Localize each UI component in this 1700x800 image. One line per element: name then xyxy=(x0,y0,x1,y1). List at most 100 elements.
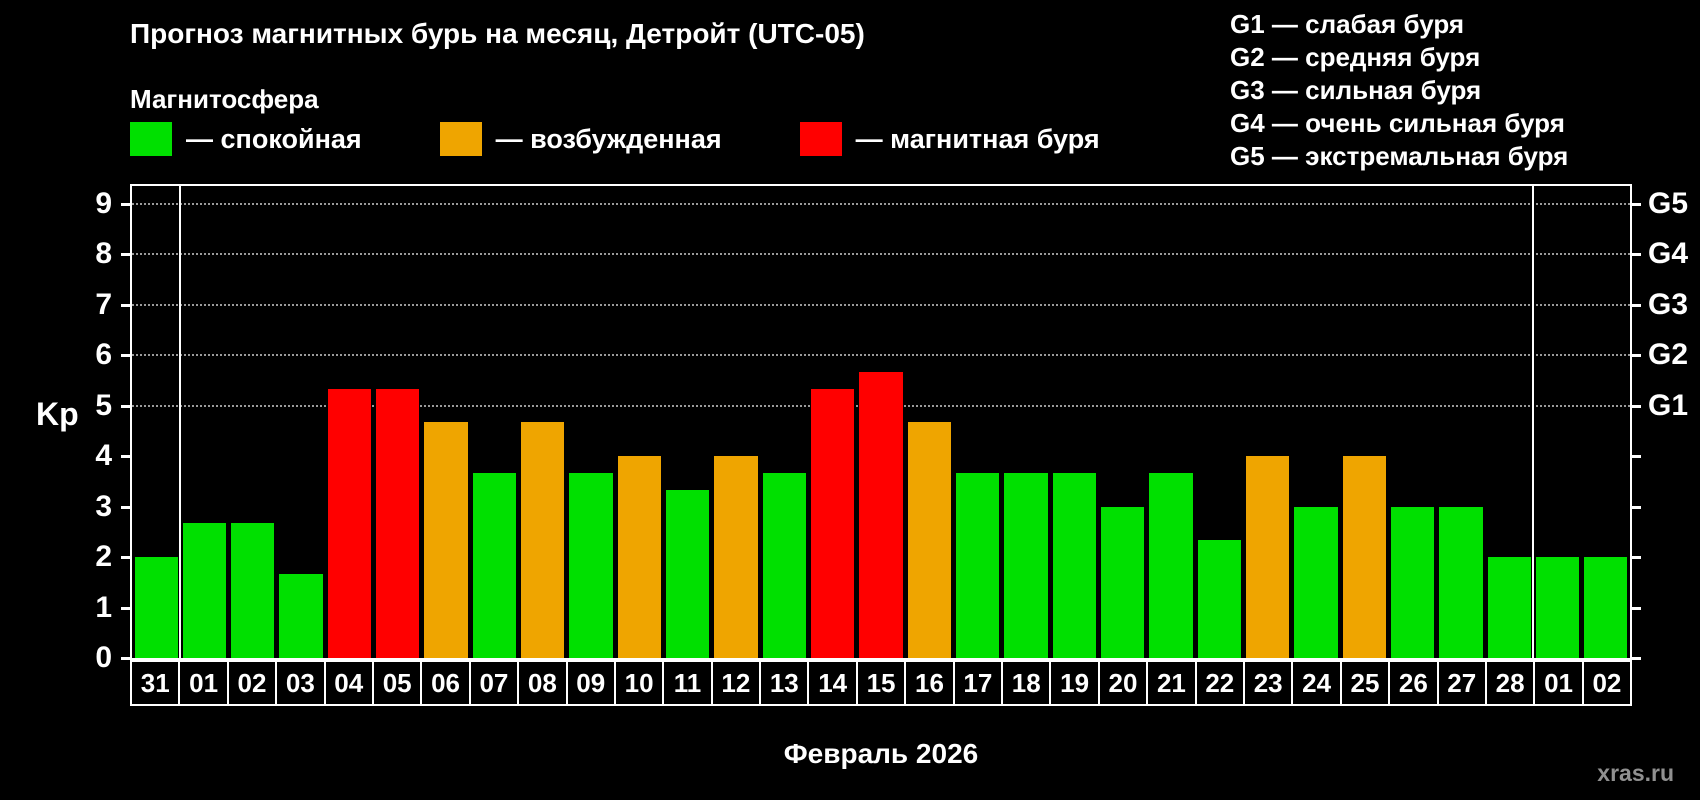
legend-label-quiet: — спокойная xyxy=(186,123,362,154)
bar-day-15 xyxy=(859,371,903,658)
y-tick-mark-right-3 xyxy=(1632,505,1641,509)
g-scale-axis-label-g3: G3 xyxy=(1648,287,1689,321)
y-tick-mark-right-4 xyxy=(1632,455,1641,459)
gridline-kp-7 xyxy=(132,303,1630,306)
y-tick-mark-left-9 xyxy=(121,203,130,206)
storm-color-swatch xyxy=(799,122,842,156)
watermark: xras.ru xyxy=(1597,760,1674,786)
bar-day-01 xyxy=(182,523,227,658)
day-label-29: 01 xyxy=(1535,662,1584,704)
y-tick-mark-left-5 xyxy=(121,404,130,408)
day-label-22: 22 xyxy=(1197,662,1245,704)
month-separator xyxy=(179,186,182,658)
legend-item-quiet: — спокойная xyxy=(130,122,362,156)
day-label-24: 24 xyxy=(1293,662,1342,704)
bar-day-03 xyxy=(279,573,323,658)
y-tick-mark-right-5 xyxy=(1632,404,1641,408)
y-tick-label-6: 6 xyxy=(95,338,112,372)
day-label-28: 28 xyxy=(1487,662,1536,704)
y-tick-label-9: 9 xyxy=(95,187,112,220)
bar-day-08 xyxy=(521,422,565,658)
day-label-3: 03 xyxy=(277,662,326,704)
g-scale-legend-line-g4: G4 — очень сильная буря xyxy=(1230,108,1565,138)
y-tick-mark-right-0 xyxy=(1632,657,1641,660)
y-tick-mark-left-1 xyxy=(121,606,130,610)
day-label-7: 07 xyxy=(471,662,520,704)
y-tick-label-5: 5 xyxy=(95,388,112,422)
bar-day-18 xyxy=(1004,472,1048,658)
bar-day-13 xyxy=(762,472,806,658)
day-label-21: 21 xyxy=(1148,662,1197,704)
bar-day-10 xyxy=(617,456,662,658)
bar-day-12 xyxy=(714,456,758,658)
g-scale-axis-label-g2: G2 xyxy=(1648,338,1689,372)
bar-day-23 xyxy=(1245,456,1290,658)
bar-day-02 xyxy=(1584,557,1628,658)
bar-day-11 xyxy=(666,490,710,658)
bar-day-25 xyxy=(1342,456,1386,658)
bar-day-09 xyxy=(569,472,613,658)
day-label-4: 04 xyxy=(326,662,374,704)
y-tick-label-1: 1 xyxy=(95,590,112,624)
day-label-18: 18 xyxy=(1003,662,1052,704)
day-label-17: 17 xyxy=(955,662,1004,704)
y-tick-mark-right-8 xyxy=(1632,253,1641,257)
day-label-9: 09 xyxy=(568,662,616,704)
day-label-23: 23 xyxy=(1245,662,1294,704)
y-tick-mark-left-7 xyxy=(121,303,130,307)
bar-day-04 xyxy=(327,389,372,658)
legend-item-storm: — магнитная буря xyxy=(799,122,1100,156)
y-tick-mark-right-2 xyxy=(1632,556,1641,560)
day-label-13: 13 xyxy=(761,662,810,704)
quiet-color-swatch xyxy=(130,122,172,156)
day-label-12: 12 xyxy=(713,662,762,704)
y-tick-label-3: 3 xyxy=(95,489,112,523)
y-axis-title: Kp xyxy=(36,396,79,432)
bar-day-24 xyxy=(1294,506,1338,658)
x-axis-title: Февраль 2026 xyxy=(783,738,979,769)
legend-label-storm: — магнитная буря xyxy=(855,123,1100,154)
y-tick-mark-left-6 xyxy=(121,354,130,358)
x-axis-day-labels: 31 01 02 03 04 05 06 07 08 09 10 11 12 13 14 15 16 17 18 19… xyxy=(130,660,1632,706)
bar-day-16 xyxy=(907,422,951,658)
y-tick-mark-right-6 xyxy=(1632,354,1641,358)
g-scale-legend-line-g3: G3 — сильная буря xyxy=(1230,75,1482,105)
day-label-27: 27 xyxy=(1439,662,1487,704)
bar-day-05 xyxy=(376,389,420,658)
y-axis-right: G1 G2 G3 G4 G5 xyxy=(1632,186,1700,660)
bar-day-14 xyxy=(811,389,855,658)
day-label-16: 16 xyxy=(906,662,955,704)
y-tick-label-7: 7 xyxy=(95,287,112,321)
y-tick-mark-right-1 xyxy=(1632,606,1641,610)
g-scale-legend: G1 — слабая буря G2 — средняя буря G3 — … xyxy=(1230,8,1568,173)
day-label-6: 06 xyxy=(422,662,471,704)
g-scale-legend-line-g1: G1 — слабая буря xyxy=(1230,9,1465,39)
bar-day-22 xyxy=(1197,540,1241,658)
bar-day-19 xyxy=(1052,472,1096,658)
day-label-19: 19 xyxy=(1051,662,1100,704)
bar-day-02 xyxy=(231,523,275,658)
status-legend: — спокойная — возбужденная — магнитная б… xyxy=(130,122,1178,156)
day-label-26: 26 xyxy=(1390,662,1439,704)
day-label-5: 05 xyxy=(374,662,423,704)
gridline-kp-6 xyxy=(132,354,1630,357)
bar-day-27 xyxy=(1439,506,1483,658)
bar-day-26 xyxy=(1390,506,1435,658)
bar-day-21 xyxy=(1149,472,1193,658)
bar-day-31 xyxy=(134,557,178,658)
day-label-30: 02 xyxy=(1592,667,1622,698)
day-label-2: 02 xyxy=(229,662,278,704)
day-label-0: 31 xyxy=(132,662,181,704)
plot-area xyxy=(130,184,1632,660)
g-scale-axis-label-g1: G1 xyxy=(1648,388,1689,422)
legend-label-excited: — возбужденная xyxy=(495,123,722,154)
bar-day-20 xyxy=(1100,506,1145,658)
y-tick-mark-right-9 xyxy=(1632,203,1641,206)
day-label-15: 15 xyxy=(858,662,907,704)
bar-day-28 xyxy=(1487,557,1531,658)
y-tick-label-0: 0 xyxy=(95,641,112,674)
g-scale-axis-label-g4: G4 xyxy=(1648,237,1689,271)
day-label-11: 11 xyxy=(664,662,713,704)
y-tick-label-4: 4 xyxy=(95,439,112,473)
